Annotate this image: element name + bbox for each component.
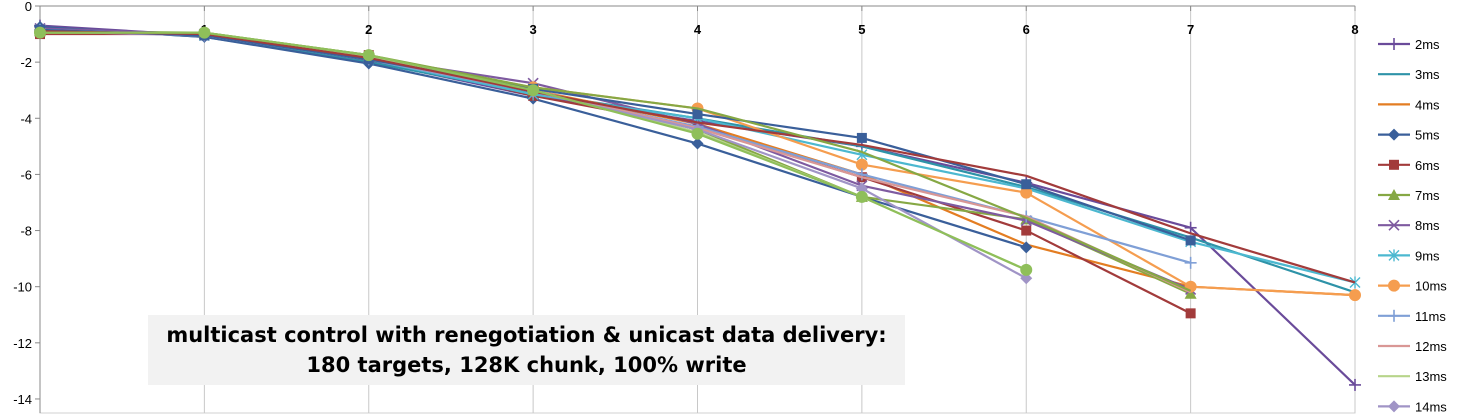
- circle-marker: [855, 158, 868, 171]
- square-marker: [692, 109, 703, 120]
- x-tick-label: 2: [365, 22, 372, 37]
- plus-marker: [855, 168, 868, 181]
- legend-label: 7ms: [1415, 188, 1440, 203]
- plus-marker: [1349, 378, 1361, 391]
- circle-marker: [1020, 186, 1033, 199]
- series-group: [34, 19, 1361, 391]
- legend-item-6ms: 6ms: [1378, 158, 1440, 173]
- diamond-marker: [1388, 128, 1400, 141]
- square-marker: [1021, 179, 1032, 190]
- legend-label: 12ms: [1415, 339, 1447, 354]
- legend-item-11ms: 11ms: [1378, 309, 1446, 324]
- x-tick-label: 4: [694, 22, 702, 37]
- legend-label: 3ms: [1415, 67, 1440, 82]
- asterisk-marker: [1388, 249, 1400, 262]
- circle-marker: [1388, 279, 1400, 292]
- y-tick-label: -2: [20, 55, 32, 70]
- legend-item-3ms: 3ms: [1378, 67, 1440, 82]
- legend-item-2ms: 2ms: [1378, 37, 1440, 52]
- legend-item-14ms: 14ms: [1378, 399, 1447, 414]
- diamond-marker: [855, 182, 868, 195]
- legend-item-13ms: 13ms: [1378, 369, 1447, 384]
- legend-item-10ms: 10ms: [1378, 279, 1447, 294]
- y-tick-label: -8: [20, 224, 32, 239]
- legend-label: 2ms: [1415, 37, 1440, 52]
- legend-item-9ms: 9ms: [1378, 248, 1440, 263]
- square-marker: [1021, 225, 1032, 236]
- x-tick-label: 8: [1351, 22, 1358, 37]
- circle-marker: [362, 49, 375, 62]
- series-unlabeled-16: [34, 26, 1033, 276]
- y-tick-label: -6: [20, 167, 32, 182]
- series-line: [39, 28, 1191, 242]
- x-marker-stroke: [1388, 219, 1400, 231]
- y-axis: 0 -2 -4 -6 -8 -10 -12 -14: [13, 0, 41, 413]
- legend: 2ms 3ms 4ms 5ms 6ms 7ms 8ms 9ms 10ms 11ms 12ms 13ms…: [1378, 37, 1447, 414]
- plus-marker: [1184, 221, 1197, 234]
- legend-item-4ms: 4ms: [1378, 97, 1440, 112]
- series-line: [39, 30, 1356, 284]
- square-marker: [1389, 159, 1399, 170]
- legend-item-7ms: 7ms: [1378, 188, 1440, 203]
- square-marker: [856, 132, 867, 143]
- circle-marker: [1020, 263, 1033, 276]
- y-tick-label: -14: [13, 392, 32, 407]
- legend-label: 6ms: [1415, 158, 1440, 173]
- square-marker: [1185, 308, 1196, 319]
- triangle-marker: [1388, 189, 1400, 200]
- diamond-marker: [1388, 400, 1400, 413]
- y-tick-label: -12: [13, 336, 32, 351]
- plus-marker: [1184, 256, 1197, 269]
- legend-item-5ms: 5ms: [1378, 128, 1440, 143]
- diamond-marker: [691, 137, 704, 150]
- x-tick-label: 7: [1187, 22, 1194, 37]
- legend-label: 13ms: [1415, 369, 1447, 384]
- diamond-marker: [1020, 241, 1033, 254]
- annotation-line-1: multicast control with renegotiation & u…: [166, 323, 887, 347]
- legend-label: 11ms: [1415, 309, 1446, 324]
- triangle-marker: [1184, 287, 1197, 299]
- x-marker: [1388, 219, 1400, 231]
- legend-label: 5ms: [1415, 128, 1440, 143]
- square-marker: [1185, 235, 1196, 246]
- series-unlabeled-14: [39, 30, 1356, 284]
- plus-marker: [1388, 38, 1400, 50]
- circle-marker: [691, 127, 704, 140]
- legend-label: 8ms: [1415, 218, 1440, 233]
- y-tick-label: 0: [25, 0, 32, 14]
- circle-marker: [855, 190, 868, 203]
- diamond-marker: [1020, 272, 1033, 285]
- circle-marker: [1349, 289, 1361, 302]
- legend-item-8ms: 8ms: [1378, 218, 1440, 233]
- annotation-line-2: 180 targets, 128K chunk, 100% write: [306, 353, 747, 377]
- x-tick-label: 5: [858, 22, 865, 37]
- circle-marker: [34, 26, 46, 39]
- legend-label: 10ms: [1415, 279, 1447, 294]
- circle-marker: [198, 26, 211, 39]
- y-tick-label: -10: [13, 280, 32, 295]
- legend-label: 9ms: [1415, 248, 1440, 263]
- legend-label: 4ms: [1415, 97, 1440, 112]
- circle-marker: [527, 84, 540, 97]
- x-tick-label: 6: [1023, 22, 1030, 37]
- y-tick-label: -4: [20, 111, 32, 126]
- x-tick-label: 3: [530, 22, 537, 37]
- legend-item-12ms: 12ms: [1378, 339, 1447, 354]
- legend-label: 14ms: [1415, 399, 1447, 414]
- plus-marker: [1388, 309, 1400, 322]
- chart-annotation: multicast control with renegotiation & u…: [148, 315, 905, 385]
